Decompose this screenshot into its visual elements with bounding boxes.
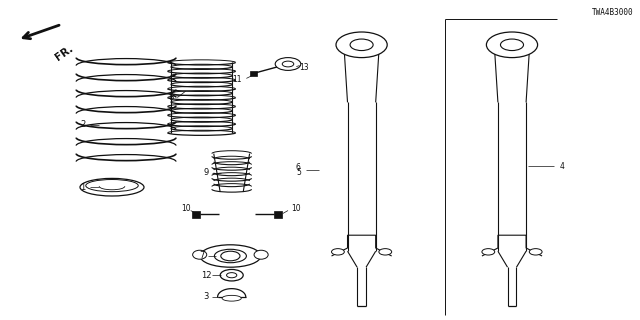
Ellipse shape — [222, 295, 241, 301]
Circle shape — [350, 39, 373, 51]
Bar — [250, 71, 257, 76]
Ellipse shape — [80, 179, 144, 196]
Text: 10: 10 — [180, 204, 191, 213]
Circle shape — [221, 251, 240, 261]
Circle shape — [336, 32, 387, 58]
Circle shape — [332, 249, 344, 255]
Bar — [192, 211, 200, 218]
Text: 6: 6 — [296, 163, 301, 172]
Text: FR.: FR. — [54, 43, 76, 62]
Circle shape — [482, 249, 495, 255]
Text: 9: 9 — [204, 168, 209, 177]
Text: 12: 12 — [201, 271, 211, 280]
Ellipse shape — [86, 180, 138, 192]
Text: 1: 1 — [81, 183, 86, 192]
Ellipse shape — [200, 245, 261, 267]
Text: 3: 3 — [204, 292, 209, 301]
Bar — [274, 211, 282, 218]
Circle shape — [500, 39, 524, 51]
Circle shape — [379, 249, 392, 255]
Text: 5: 5 — [296, 168, 301, 177]
Circle shape — [529, 249, 542, 255]
Circle shape — [275, 58, 301, 70]
Text: TWA4B3000: TWA4B3000 — [592, 8, 634, 17]
Ellipse shape — [193, 250, 207, 259]
Text: 13: 13 — [299, 63, 309, 72]
Circle shape — [220, 269, 243, 281]
Text: 11: 11 — [232, 76, 241, 84]
Text: 10: 10 — [291, 204, 301, 213]
Text: 7: 7 — [199, 252, 204, 260]
Circle shape — [486, 32, 538, 58]
Text: 8: 8 — [169, 93, 174, 102]
Circle shape — [227, 273, 237, 278]
Ellipse shape — [214, 249, 246, 263]
Ellipse shape — [254, 250, 268, 259]
Circle shape — [282, 61, 294, 67]
Text: 2: 2 — [81, 120, 86, 129]
Text: 4: 4 — [560, 162, 565, 171]
